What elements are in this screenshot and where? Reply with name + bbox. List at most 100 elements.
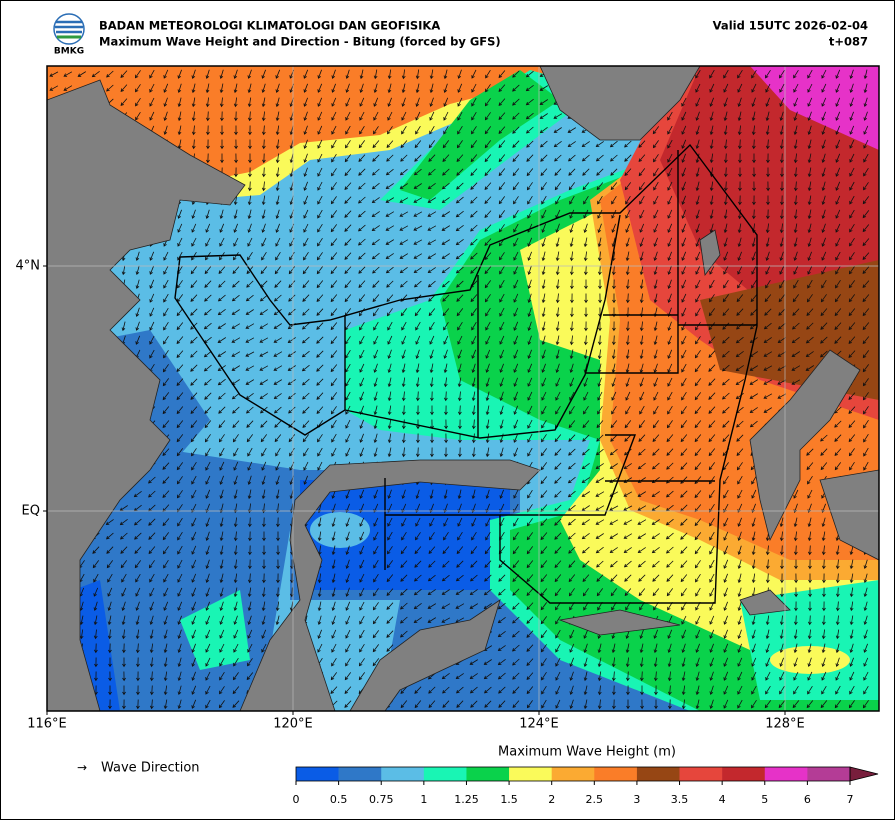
wave-arrow [457, 517, 463, 527]
wave-arrow [723, 587, 728, 597]
wave-arrow [848, 350, 856, 358]
title: Maximum Wave Height and Direction - Bitu… [99, 35, 501, 49]
wave-arrow [807, 139, 812, 150]
wave-arrow [400, 560, 408, 568]
wave-arrow [625, 335, 630, 346]
colorbar-tick-label: 2 [548, 793, 555, 806]
wave-arrow [695, 336, 701, 345]
wave-arrow [680, 406, 687, 415]
wave-arrow [651, 491, 660, 498]
wave-arrow [401, 125, 407, 135]
wave-arrow [220, 111, 224, 122]
wave-arrow [399, 197, 409, 203]
wave-arrow [499, 377, 504, 387]
wave-arrow [791, 379, 801, 385]
wave-arrow [344, 252, 352, 260]
colorbar-tick-label: 6 [804, 793, 811, 806]
wave-arrow [806, 294, 813, 303]
wave-arrow [176, 322, 184, 331]
wave-arrow [540, 168, 548, 176]
wave-arrow [275, 461, 281, 471]
wave-arrow [793, 139, 798, 150]
wave-arrow [820, 350, 828, 358]
lon-label: 116°E [27, 717, 67, 732]
wave-arrow [667, 657, 672, 668]
wave-arrow [317, 195, 323, 205]
wave-arrow [386, 588, 394, 596]
wave-arrow [834, 336, 842, 344]
wave-arrow [821, 195, 826, 206]
wave-arrow [709, 139, 714, 150]
wave-arrow [387, 433, 392, 444]
wave-arrow [387, 377, 392, 388]
wave-arrow [513, 196, 519, 205]
wave-arrow [415, 532, 421, 541]
wave-arrow [862, 322, 870, 331]
wave-arrow [737, 545, 742, 556]
wave-arrow [694, 420, 702, 429]
wave-arrow [821, 83, 827, 93]
wave-arrow [191, 531, 197, 541]
wave-arrow [752, 181, 756, 192]
wave-arrow [373, 391, 378, 402]
wave-arrow [779, 97, 785, 107]
wave-arrow [177, 223, 183, 233]
wave-arrow [203, 364, 212, 372]
wave-arrow [695, 111, 700, 121]
wave-arrow [652, 420, 659, 429]
wave-arrow [190, 364, 198, 372]
wave-arrow [470, 574, 478, 582]
wave-arrow [623, 533, 633, 539]
wave-arrow [541, 293, 546, 304]
wave-arrow [149, 83, 155, 93]
wave-arrow [485, 335, 491, 345]
wave-arrow [274, 280, 282, 288]
wave-arrow [107, 615, 112, 626]
wave-arrow [106, 532, 114, 540]
wave-arrow [626, 699, 630, 710]
wave-arrow [233, 615, 238, 625]
wave-arrow [541, 658, 547, 667]
wave-arrow [807, 111, 812, 121]
wave-arrow [848, 700, 855, 709]
wave-arrow [554, 490, 562, 498]
wave-arrow [527, 237, 533, 247]
wave-arrow [525, 70, 534, 78]
wave-arrow [779, 139, 784, 150]
wave-arrow [358, 196, 366, 204]
wave-arrow [457, 125, 463, 135]
wave-arrow [121, 587, 127, 597]
wave-arrow [484, 686, 492, 694]
wave-arrow [540, 182, 547, 191]
wave-arrow [624, 574, 632, 582]
wave-arrow [708, 476, 715, 485]
wave-arrow [413, 253, 423, 259]
wave-arrow [512, 588, 520, 596]
wave-arrow [723, 629, 728, 639]
wave-arrow [807, 671, 813, 681]
wave-arrow [695, 167, 700, 178]
wave-arrow [497, 645, 506, 652]
wave-arrow [471, 377, 476, 388]
wave-arrow [108, 699, 112, 710]
wave-arrow [401, 405, 406, 416]
wave-arrow [344, 700, 352, 708]
wave-arrow [387, 97, 392, 107]
wave-arrow [821, 657, 826, 668]
map [47, 66, 879, 711]
wave-arrow [246, 672, 254, 681]
wave-arrow [206, 139, 210, 150]
wave-arrow [667, 209, 673, 219]
wave-arrow [79, 629, 84, 640]
wave-arrow [372, 280, 380, 288]
wave-arrow [386, 154, 394, 162]
wave-arrow [484, 224, 492, 232]
wave-arrow [597, 223, 602, 234]
wave-arrow [386, 560, 394, 569]
wave-arrow [849, 643, 854, 654]
wave-arrow [344, 154, 352, 163]
wave-arrow [681, 279, 687, 289]
wave-arrow [120, 532, 128, 540]
wave-arrow [217, 323, 226, 329]
wave-arrow [317, 97, 323, 107]
